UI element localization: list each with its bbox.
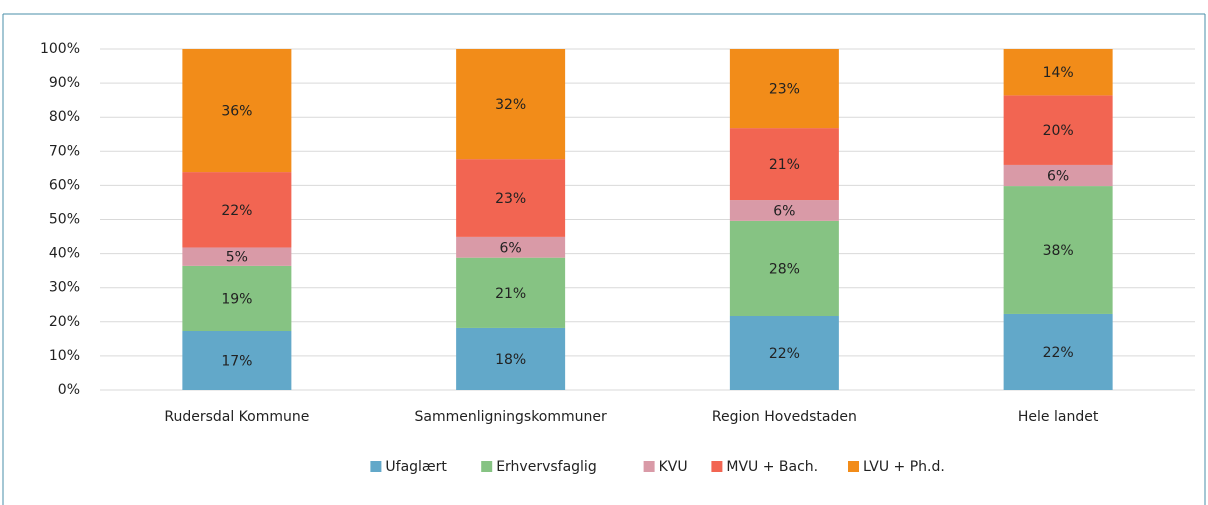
bar-segment bbox=[182, 49, 292, 173]
data-label: 22% bbox=[769, 346, 800, 362]
data-label: 21% bbox=[769, 157, 800, 173]
data-label: 5% bbox=[226, 250, 248, 266]
x-tick-label: Region Hovedstaden bbox=[712, 409, 857, 425]
data-label: 17% bbox=[221, 354, 252, 370]
bar-segment bbox=[1003, 313, 1113, 390]
legend-label: Ufaglært bbox=[385, 459, 447, 475]
x-tick-label: Sammenligningskommuner bbox=[414, 409, 607, 425]
bar-segment bbox=[456, 327, 566, 390]
data-label: 38% bbox=[1043, 243, 1074, 259]
data-label: 19% bbox=[221, 291, 252, 307]
bar-segment bbox=[182, 331, 292, 390]
data-label: 32% bbox=[495, 97, 526, 113]
y-tick-label: 60% bbox=[49, 177, 80, 193]
legend-label: Erhvervsfaglig bbox=[496, 459, 597, 475]
y-tick-label: 100% bbox=[40, 41, 80, 57]
bar-segment bbox=[729, 316, 839, 390]
y-tick-label: 70% bbox=[49, 143, 80, 159]
bar-segment bbox=[1003, 186, 1113, 314]
bar-segment bbox=[456, 159, 566, 237]
legend-swatch bbox=[643, 461, 655, 472]
data-label: 18% bbox=[495, 352, 526, 368]
data-label: 36% bbox=[221, 104, 252, 120]
data-label: 6% bbox=[773, 203, 795, 219]
data-label: 21% bbox=[495, 286, 526, 302]
y-tick-label: 0% bbox=[58, 382, 80, 398]
bar-segment bbox=[1003, 95, 1113, 165]
bar-segment bbox=[1003, 49, 1113, 96]
data-label: 22% bbox=[1043, 345, 1074, 361]
y-tick-label: 30% bbox=[49, 280, 80, 296]
legend-label: LVU + Ph.d. bbox=[863, 459, 945, 475]
data-label: 6% bbox=[1047, 169, 1069, 185]
y-tick-label: 50% bbox=[49, 212, 80, 228]
data-label: 23% bbox=[769, 82, 800, 98]
bar-segment bbox=[729, 200, 839, 221]
data-label: 23% bbox=[495, 191, 526, 207]
bar-segment bbox=[182, 172, 292, 248]
legend-swatch bbox=[711, 461, 723, 472]
x-tick-label: Hele landet bbox=[1018, 409, 1099, 425]
y-tick-label: 20% bbox=[49, 314, 80, 330]
bar-segment bbox=[182, 265, 292, 332]
bar-segment bbox=[456, 257, 566, 328]
legend-swatch bbox=[848, 461, 859, 472]
data-label: 14% bbox=[1043, 65, 1074, 81]
y-tick-label: 90% bbox=[49, 75, 80, 91]
x-tick-label: Rudersdal Kommune bbox=[164, 409, 309, 425]
legend-label: MVU + Bach. bbox=[726, 459, 818, 475]
bar-segment bbox=[182, 247, 292, 266]
data-label: 6% bbox=[500, 240, 522, 256]
bar-segment bbox=[1003, 164, 1113, 187]
legend-swatch bbox=[481, 461, 493, 472]
bar-segment bbox=[729, 128, 839, 201]
data-label: 22% bbox=[221, 203, 252, 219]
data-label: 20% bbox=[1043, 123, 1074, 139]
y-tick-label: 40% bbox=[49, 246, 80, 262]
bar-segment bbox=[456, 236, 566, 258]
y-tick-label: 80% bbox=[49, 109, 80, 125]
bar-segment bbox=[729, 49, 839, 129]
legend-label: KVU bbox=[659, 459, 688, 475]
legend-swatch bbox=[370, 461, 382, 472]
bar-segment bbox=[456, 49, 566, 160]
data-label: 28% bbox=[769, 261, 800, 277]
y-tick-label: 10% bbox=[49, 348, 80, 364]
bar-segment bbox=[729, 220, 839, 317]
